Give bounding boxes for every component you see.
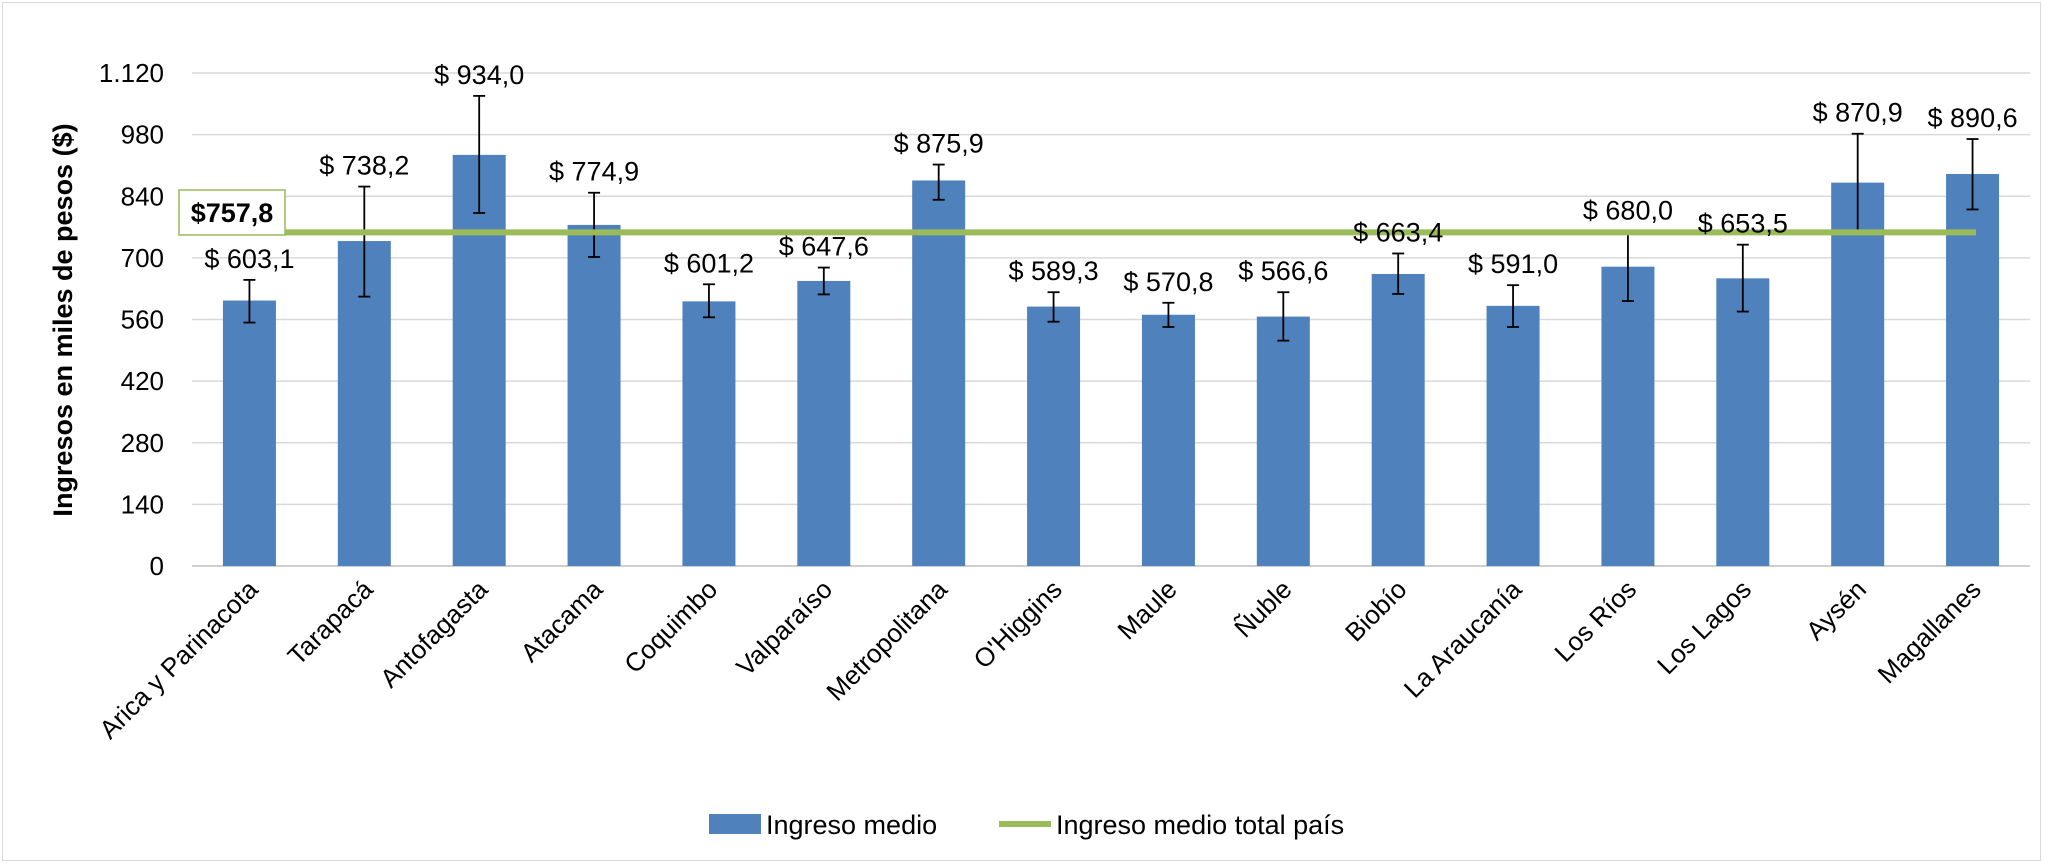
bar: [1486, 305, 1540, 566]
bar: [1256, 316, 1310, 566]
data-label: $ 774,9: [549, 157, 639, 187]
y-tick-label: 560: [121, 305, 164, 335]
bar: [452, 154, 506, 566]
x-tick-label: Metropolitana: [820, 574, 953, 707]
data-label: $ 875,9: [894, 129, 984, 159]
legend: Ingreso medio Ingreso medio total país: [709, 810, 1344, 840]
data-label: $ 591,0: [1468, 249, 1558, 279]
y-tick-label: 0: [150, 551, 164, 581]
bar: [912, 180, 966, 567]
data-label: $ 603,1: [204, 244, 294, 274]
bar: [1831, 182, 1885, 566]
data-label: $ 601,2: [664, 248, 754, 278]
average-label: $757,8: [191, 198, 274, 228]
y-tick-label: 700: [121, 243, 164, 273]
bar: [222, 300, 276, 566]
bar: [797, 280, 851, 566]
bar: [1027, 306, 1081, 566]
data-label: $ 870,9: [1813, 98, 1903, 128]
data-label: $ 934,0: [434, 60, 524, 90]
bar: [1601, 266, 1655, 566]
data-label: $ 570,8: [1123, 267, 1213, 297]
x-tick-label: La Araucanía: [1398, 574, 1528, 704]
x-tick-label: Atacama: [515, 574, 609, 668]
x-tick-label: Tarapacá: [282, 574, 379, 671]
x-tick-label: Valparaíso: [730, 574, 838, 682]
data-label: $ 647,6: [779, 232, 869, 262]
bar: [1141, 314, 1195, 566]
error-bars: [243, 94, 1979, 342]
data-label: $ 589,3: [1009, 256, 1099, 286]
bars: [222, 154, 2000, 567]
bar: [567, 224, 621, 566]
y-tick-label: 840: [121, 181, 164, 211]
x-tick-label: Aysén: [1800, 574, 1872, 646]
bar: [682, 301, 736, 566]
x-tick-label: Los Ríos: [1548, 574, 1642, 668]
average-label-box: [178, 189, 286, 236]
data-label: $ 738,2: [319, 151, 409, 181]
data-label: $ 653,5: [1698, 209, 1788, 239]
x-tick-label: Coquimbo: [618, 574, 723, 679]
y-axis-ticks: 0 140 280 420 560 700 840 980 1.120: [99, 58, 164, 581]
y-axis-label: Ingresos en miles de pesos ($): [48, 123, 78, 516]
x-tick-label: Arica y Parinacota: [93, 574, 264, 745]
x-tick-label: Biobío: [1339, 574, 1412, 647]
country-average-line: $757,8: [178, 189, 1976, 236]
y-tick-label: 140: [121, 489, 164, 519]
bar: [1946, 173, 2000, 566]
data-label: $ 663,4: [1353, 217, 1443, 247]
x-tick-label: Maule: [1111, 574, 1182, 645]
legend-swatch-bar: [709, 814, 761, 834]
y-tick-label: 280: [121, 428, 164, 458]
bar: [1371, 273, 1425, 566]
x-tick-label: Ñuble: [1228, 574, 1297, 643]
data-label: $ 566,6: [1238, 256, 1328, 286]
x-tick-label: O'Higgins: [967, 574, 1067, 674]
y-tick-label: 420: [121, 366, 164, 396]
data-label: $ 680,0: [1583, 195, 1673, 225]
data-label: $ 890,6: [1928, 103, 2018, 133]
legend-label-bar: Ingreso medio: [766, 810, 937, 840]
y-tick-label: 1.120: [99, 58, 164, 88]
bar: [1716, 278, 1770, 566]
x-tick-label: Los Lagos: [1651, 574, 1757, 680]
x-tick-label: Magallanes: [1872, 574, 1987, 689]
y-tick-label: 980: [121, 120, 164, 150]
data-labels: $ 603,1 $ 738,2 $ 934,0 $ 774,9 $ 601,2 $ 647…: [204, 60, 2017, 297]
legend-label-line: Ingreso medio total país: [1056, 810, 1344, 840]
x-tick-label: Antofagasta: [374, 574, 494, 694]
